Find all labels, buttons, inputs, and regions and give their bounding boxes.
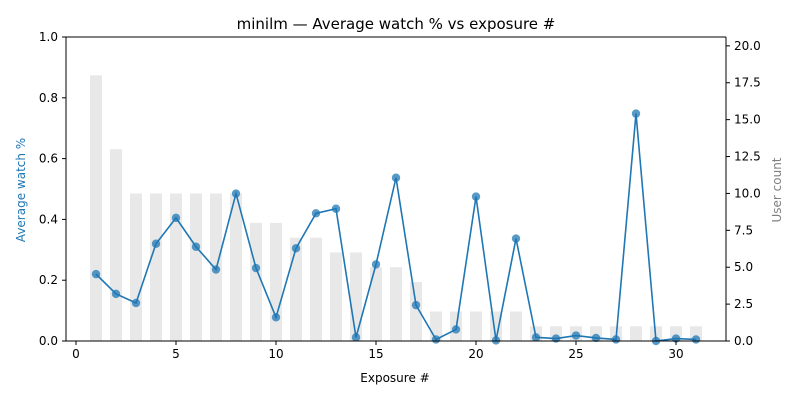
x-tick-label: 10 (268, 347, 283, 361)
x-tick-label: 15 (368, 347, 383, 361)
watch-point (311, 209, 321, 218)
watch-point (331, 204, 341, 213)
user-count-bar (330, 252, 342, 341)
y-tick-label: 0.2 (39, 273, 58, 287)
user-count-bar (410, 281, 422, 341)
user-count-bar (270, 222, 282, 341)
watch-point (131, 298, 141, 308)
user-count-bar (470, 311, 482, 341)
y-axis-label: Average watch % (14, 138, 28, 242)
x-tick-label: 20 (468, 347, 483, 361)
user-count-bar (370, 267, 382, 341)
watch-point (431, 335, 441, 344)
watch-points (91, 109, 701, 346)
user-count-bar (230, 193, 242, 341)
user-count-bar (630, 326, 642, 341)
watch-point (511, 234, 521, 243)
y2-tick-label: 15.0 (734, 113, 761, 127)
x-tick-label: 25 (568, 347, 583, 361)
watch-point (611, 335, 621, 344)
watch-point (451, 325, 461, 334)
watch-point (571, 331, 581, 340)
y-tick-label: 0.8 (39, 91, 58, 105)
user-count-bar (170, 193, 182, 341)
user-count-bar (90, 75, 102, 342)
chart-title: minilm — Average watch % vs exposure # (237, 15, 556, 33)
watch-point (111, 289, 121, 299)
user-count-bar (190, 193, 202, 341)
watch-point (391, 173, 401, 182)
watch-point (491, 336, 501, 345)
x-tick-label: 30 (668, 347, 683, 361)
watch-point (191, 242, 201, 251)
y2-tick-label: 0.0 (734, 334, 753, 348)
watch-point (531, 333, 541, 342)
y2-tick-label: 10.0 (734, 186, 761, 200)
watch-point (411, 300, 421, 310)
user-count-bar (250, 222, 262, 341)
y2-tick-label: 5.0 (734, 260, 753, 274)
watch-point (291, 244, 301, 253)
watch-point (371, 260, 381, 269)
user-count-bar (110, 149, 122, 341)
x-tick-label: 0 (72, 347, 80, 361)
x-axis-label: Exposure # (360, 371, 429, 385)
watch-point (591, 333, 601, 343)
watch-point (171, 213, 181, 223)
watch-point (271, 313, 281, 322)
y-tick-label: 0.6 (39, 152, 58, 166)
x-tick-label: 5 (172, 347, 180, 361)
watch-point (471, 192, 481, 201)
x-axis-ticks: 0 5 10 15 20 25 30 (72, 341, 684, 361)
user-count-bar (130, 193, 142, 341)
user-count-bar (310, 237, 322, 341)
watch-point (91, 269, 101, 279)
y2-tick-label: 20.0 (734, 39, 761, 53)
user-count-bar (510, 311, 522, 341)
y-tick-label: 0.4 (39, 212, 58, 226)
user-count-bar (350, 252, 362, 341)
user-count-bar (290, 237, 302, 341)
watch-point (211, 265, 221, 274)
user-count-bar (150, 193, 162, 341)
y2-tick-label: 12.5 (734, 150, 761, 164)
y2-tick-label: 17.5 (734, 76, 761, 90)
watch-point (231, 189, 241, 198)
user-count-bars (90, 75, 702, 342)
watch-point (151, 239, 161, 248)
y2-tick-label: 2.5 (734, 297, 753, 311)
y-tick-label: 1.0 (39, 30, 58, 44)
y-axis-ticks: 0.0 0.2 0.4 0.6 0.8 1.0 (39, 30, 66, 348)
watch-point (251, 263, 261, 273)
y2-axis-ticks: 0.0 2.5 5.0 7.5 10.0 12.5 15.0 17.5 20.0 (726, 39, 761, 348)
y2-tick-label: 7.5 (734, 223, 753, 237)
y-tick-label: 0.0 (39, 334, 58, 348)
watch-point (631, 109, 641, 118)
user-count-bar (390, 267, 402, 341)
y2-axis-label: User count (770, 157, 784, 222)
watch-point (691, 335, 701, 344)
watch-point (551, 334, 561, 343)
watch-point (351, 333, 361, 342)
